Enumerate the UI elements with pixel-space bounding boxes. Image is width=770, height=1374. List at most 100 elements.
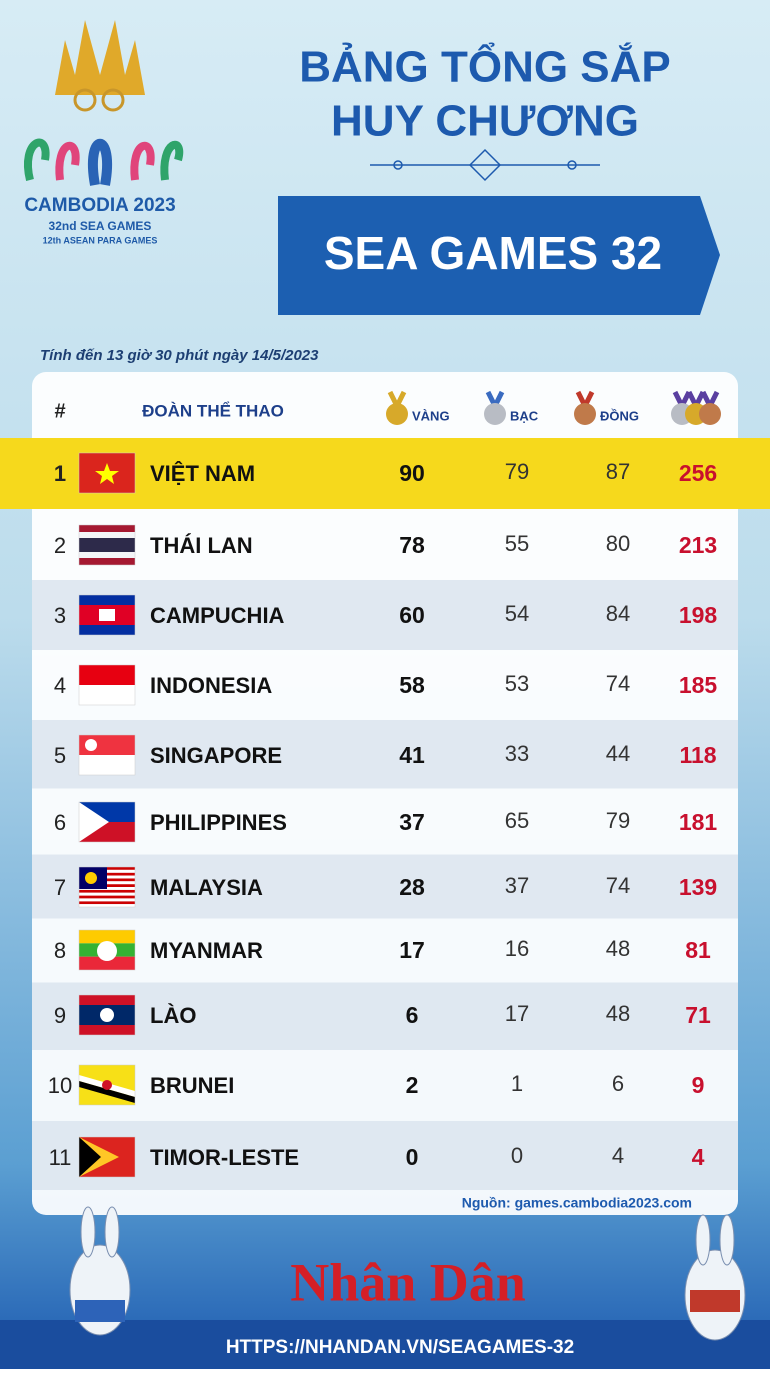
rank: 5 bbox=[54, 743, 66, 768]
flag-border bbox=[78, 929, 136, 971]
flag-border bbox=[78, 734, 136, 776]
flag-border bbox=[78, 1136, 136, 1178]
table-row: 6 PHILIPPINES 37 65 79 181 bbox=[54, 801, 717, 843]
medal-icon bbox=[484, 403, 506, 425]
gold: 2 bbox=[406, 1072, 419, 1098]
gold: 6 bbox=[406, 1002, 419, 1028]
logo bbox=[24, 20, 184, 186]
flag-part bbox=[79, 802, 109, 842]
flag-border bbox=[78, 1064, 136, 1106]
flag-border bbox=[78, 524, 136, 566]
gold: 37 bbox=[399, 809, 425, 835]
bronze: 74 bbox=[606, 873, 630, 898]
gold: 0 bbox=[406, 1144, 419, 1170]
rank: 4 bbox=[54, 673, 66, 698]
source: Nguồn: games.cambodia2023.com bbox=[462, 1195, 692, 1211]
flag-part bbox=[85, 739, 97, 751]
table-row: 2 THÁI LAN 78 55 80 213 bbox=[54, 524, 717, 566]
flag-part bbox=[79, 956, 135, 970]
flag-border bbox=[78, 994, 136, 1036]
silver: 33 bbox=[505, 741, 529, 766]
rank: 8 bbox=[54, 938, 66, 963]
column-header: ĐỒNG bbox=[600, 408, 639, 423]
silver: 79 bbox=[505, 459, 529, 484]
total: 118 bbox=[679, 742, 716, 768]
footer-band bbox=[0, 1320, 770, 1369]
column-header: BẠC bbox=[510, 408, 539, 423]
banner bbox=[278, 196, 720, 315]
mascot bbox=[684, 1214, 746, 1341]
country: TIMOR-LESTE bbox=[150, 1145, 299, 1170]
table-row: 1 VIỆT NAM 90 79 87 256 bbox=[0, 438, 770, 509]
silver: 54 bbox=[505, 601, 529, 626]
ornament bbox=[370, 148, 600, 182]
country: VIỆT NAM bbox=[150, 461, 255, 486]
total: 9 bbox=[692, 1072, 705, 1098]
banner-text: SEA GAMES 32 bbox=[324, 227, 662, 279]
flag-part bbox=[85, 872, 97, 884]
medal-icon bbox=[574, 403, 596, 425]
silver: 55 bbox=[505, 531, 529, 556]
row-background bbox=[32, 580, 738, 650]
flag-part bbox=[79, 901, 135, 905]
bronze: 48 bbox=[606, 1001, 630, 1026]
country: MYANMAR bbox=[150, 938, 263, 963]
table-row: 11 TIMOR-LESTE 0 0 4 4 bbox=[32, 1121, 738, 1190]
rank: 1 bbox=[54, 461, 66, 486]
flag-border bbox=[78, 866, 136, 908]
flag-part bbox=[97, 941, 117, 961]
silver: 16 bbox=[505, 936, 529, 961]
flag-part bbox=[79, 904, 135, 907]
country: BRUNEI bbox=[150, 1073, 234, 1098]
rank: 11 bbox=[49, 1145, 72, 1170]
flag-part bbox=[102, 1080, 112, 1090]
flag-border bbox=[78, 801, 136, 843]
flag-part bbox=[79, 895, 135, 899]
table-row: 3 CAMPUCHIA 60 54 84 198 bbox=[32, 580, 738, 650]
silver: 37 bbox=[505, 873, 529, 898]
rank: 10 bbox=[48, 1073, 72, 1098]
country: CAMPUCHIA bbox=[150, 603, 285, 628]
bronze: 4 bbox=[612, 1143, 624, 1168]
flag-part bbox=[79, 1081, 135, 1103]
flag-border bbox=[78, 452, 136, 494]
total: 256 bbox=[679, 460, 717, 486]
total: 71 bbox=[685, 1002, 711, 1028]
flag-part bbox=[100, 1008, 114, 1022]
flag-part bbox=[79, 685, 135, 705]
flag-part bbox=[79, 755, 135, 775]
table-row: 4 INDONESIA 58 53 74 185 bbox=[54, 664, 718, 706]
logo-line: 32nd SEA GAMES bbox=[49, 219, 152, 233]
flag-part bbox=[79, 1137, 101, 1177]
flag-border bbox=[78, 664, 136, 706]
total: 185 bbox=[679, 672, 718, 698]
gold: 41 bbox=[399, 742, 425, 768]
silver: 17 bbox=[505, 1001, 529, 1026]
country: LÀO bbox=[150, 1003, 196, 1028]
logo-name: CAMBODIA 2023 bbox=[24, 195, 175, 216]
total: 213 bbox=[679, 532, 717, 558]
table-row: 10 BRUNEI 2 1 6 9 bbox=[48, 1064, 705, 1106]
flag-part bbox=[79, 538, 135, 552]
column-header: # bbox=[54, 400, 65, 422]
logo-line: 12th ASEAN PARA GAMES bbox=[43, 235, 158, 245]
silver: 65 bbox=[505, 808, 529, 833]
mascot bbox=[69, 1206, 131, 1336]
medal-icon bbox=[386, 403, 408, 425]
title: HUY CHƯƠNG bbox=[331, 97, 639, 146]
gold: 17 bbox=[399, 937, 425, 963]
bronze: 84 bbox=[606, 601, 630, 626]
bronze: 79 bbox=[606, 808, 630, 833]
flag-border bbox=[78, 594, 136, 636]
flag-part bbox=[79, 930, 135, 944]
row-background bbox=[32, 982, 738, 1050]
total: 198 bbox=[679, 602, 718, 628]
flag-part bbox=[99, 609, 115, 621]
row-background bbox=[32, 854, 738, 919]
gold: 58 bbox=[399, 672, 425, 698]
country: SINGAPORE bbox=[150, 743, 282, 768]
rank: 7 bbox=[54, 875, 66, 900]
country: THÁI LAN bbox=[150, 533, 253, 558]
rank: 2 bbox=[54, 533, 66, 558]
